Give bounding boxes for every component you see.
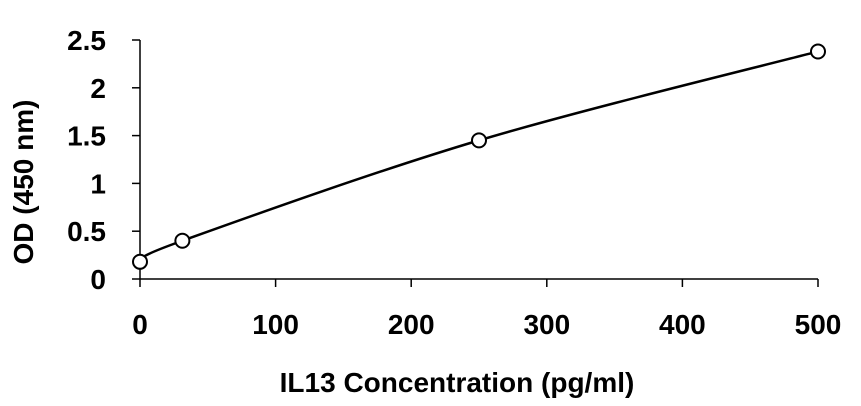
fit-curve-layer [139,50,819,263]
x-axis-ticks: 0 100 200 300 400 500 [132,279,841,340]
fit-curve [139,50,819,263]
y-tick-label: 1.5 [67,121,106,152]
data-points-layer [132,43,826,270]
y-tick-label: 2 [90,73,106,104]
x-tick-label: 400 [659,309,706,340]
data-point [471,132,487,149]
y-tick-label: 2.5 [67,25,106,56]
data-point [810,43,826,60]
x-tick-label: 100 [252,309,299,340]
y-tick-label: 0 [90,264,106,295]
x-tick-label: 0 [132,309,148,340]
y-axis-title: OD (450 nm) [8,100,39,265]
x-tick-label: 200 [388,309,435,340]
axes [139,40,818,280]
y-tick-label: 1 [90,168,106,199]
y-tick-label: 0.5 [67,216,106,247]
x-tick-label: 300 [523,309,570,340]
x-axis-title: IL13 Concentration (pg/ml) [280,367,635,398]
data-point [132,253,148,270]
data-point [174,232,191,249]
x-tick-label: 500 [795,309,842,340]
y-axis-ticks: 0 0.5 1 1.5 2 2.5 [67,25,140,295]
